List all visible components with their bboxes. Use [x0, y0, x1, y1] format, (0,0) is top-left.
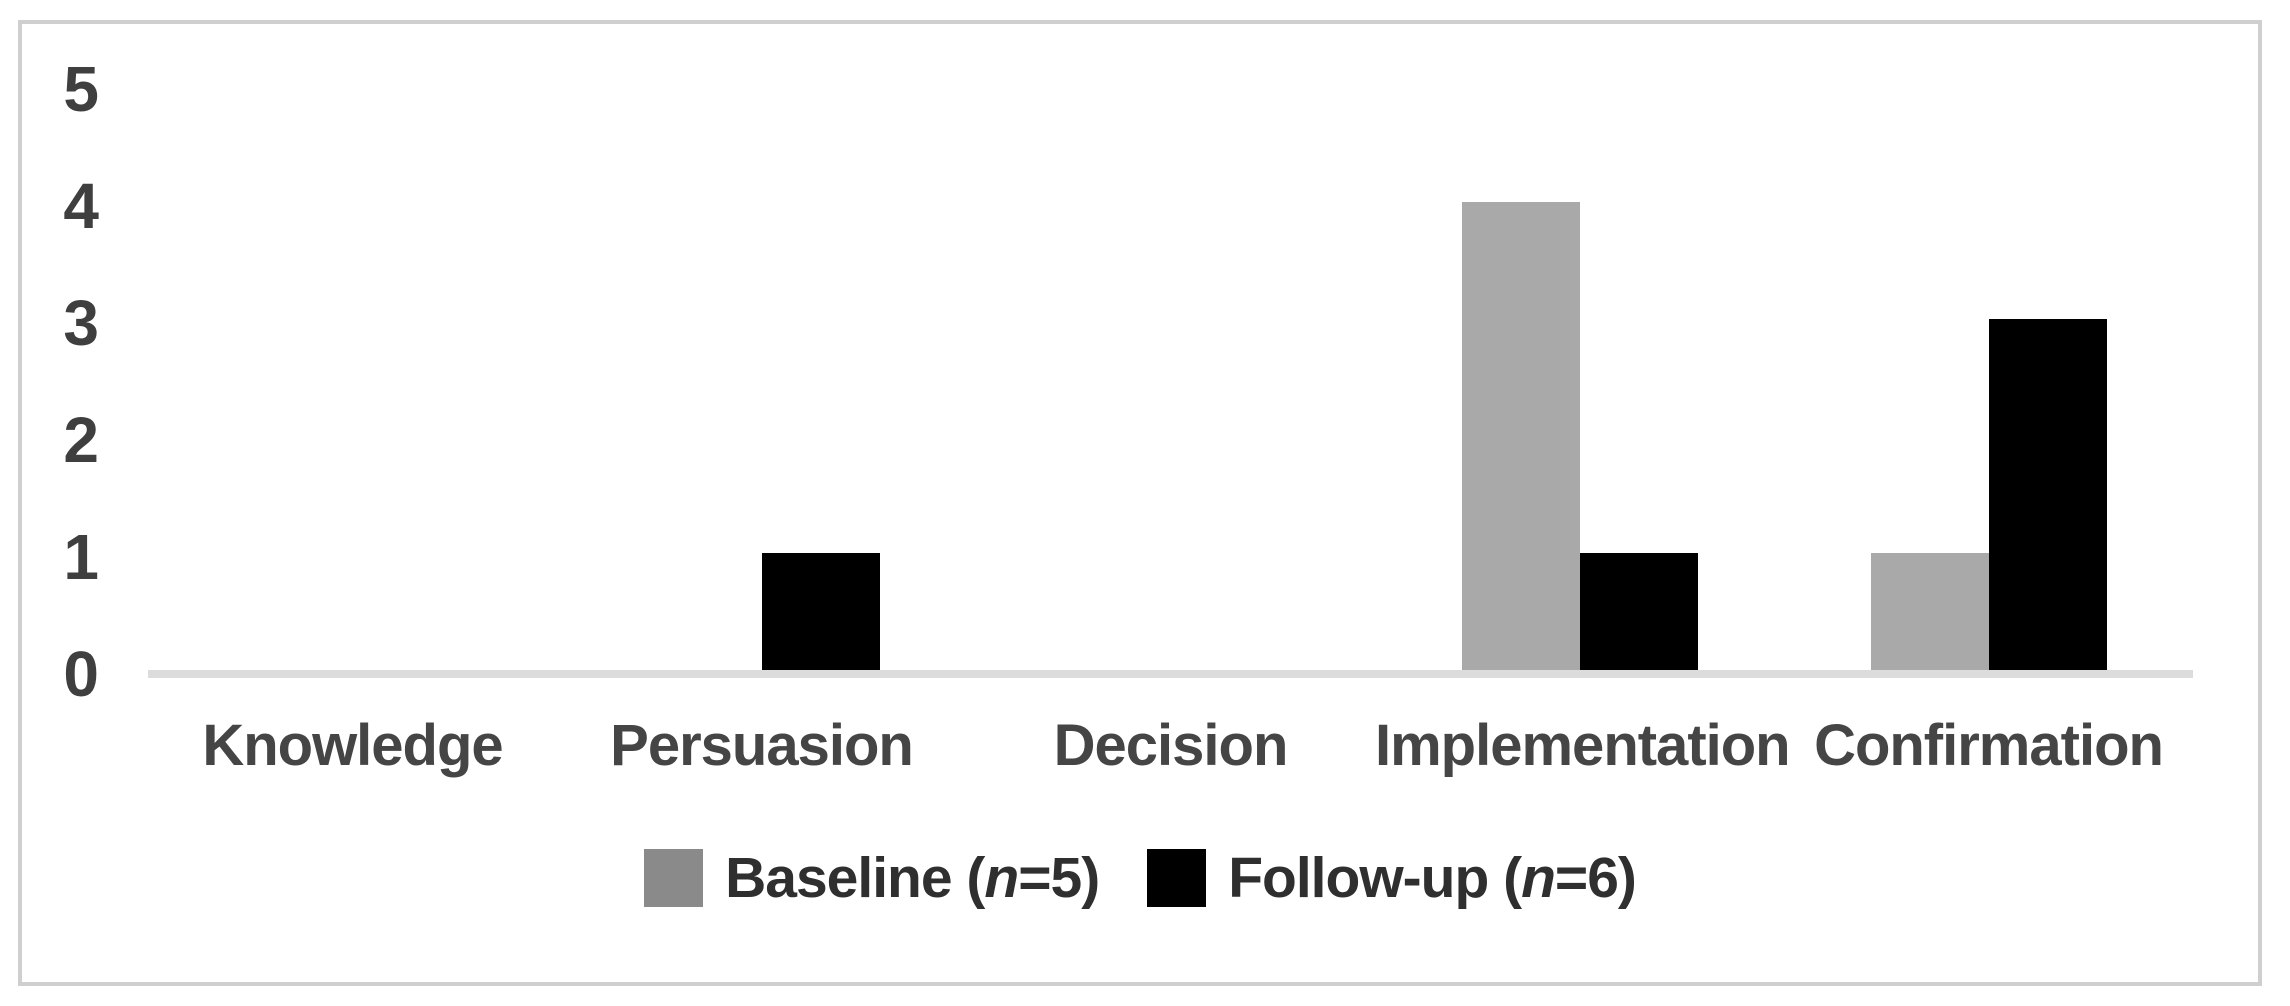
legend-label-baseline: Baseline (n=5): [725, 845, 1100, 911]
x-tick-label-knowledge: Knowledge: [202, 713, 503, 778]
legend-swatch-baseline: [644, 849, 704, 907]
bar-baseline-implementation: [1461, 202, 1580, 670]
legend-label-followup: Follow-up (n=6): [1228, 845, 1637, 911]
x-tick-label-implementation: Implementation: [1375, 713, 1791, 778]
legend-swatch-followup: [1147, 849, 1207, 907]
y-tick-label: 2: [63, 404, 99, 476]
bar-followup-persuasion: [761, 553, 880, 670]
legend-label-baseline-prefix: Baseline (: [725, 846, 985, 910]
legend-item-followup: Follow-up (n=6): [1147, 845, 1637, 911]
legend-label-followup-italic: n: [1521, 846, 1556, 910]
legend-label-followup-suffix: =6): [1554, 846, 1637, 910]
legend-item-baseline: Baseline (n=5): [644, 845, 1100, 911]
x-tick-label-confirmation: Confirmation: [1814, 713, 2164, 778]
y-tick-label: 0: [63, 638, 99, 710]
y-tick-label: 5: [63, 53, 99, 125]
bar-followup-implementation: [1579, 553, 1698, 670]
y-tick-label: 4: [63, 170, 99, 242]
legend-label-followup-prefix: Follow-up (: [1228, 846, 1522, 910]
y-tick-label: 3: [63, 287, 99, 359]
bar-chart-figure: 0 1 2 3 4 5 Knowledge Persuasion Decision Implem…: [18, 20, 2262, 986]
x-tick-label-decision: Decision: [1053, 713, 1289, 778]
legend-label-baseline-suffix: =5): [1018, 846, 1100, 910]
bar-followup-confirmation: [1988, 319, 2107, 670]
x-axis-line: [148, 670, 2193, 678]
y-tick-label: 1: [63, 521, 99, 593]
bar-baseline-confirmation: [1870, 553, 1989, 670]
x-tick-label-persuasion: Persuasion: [610, 713, 914, 778]
legend-label-baseline-italic: n: [984, 846, 1019, 910]
legend: Baseline (n=5) Follow-up (n=6): [22, 845, 2258, 911]
